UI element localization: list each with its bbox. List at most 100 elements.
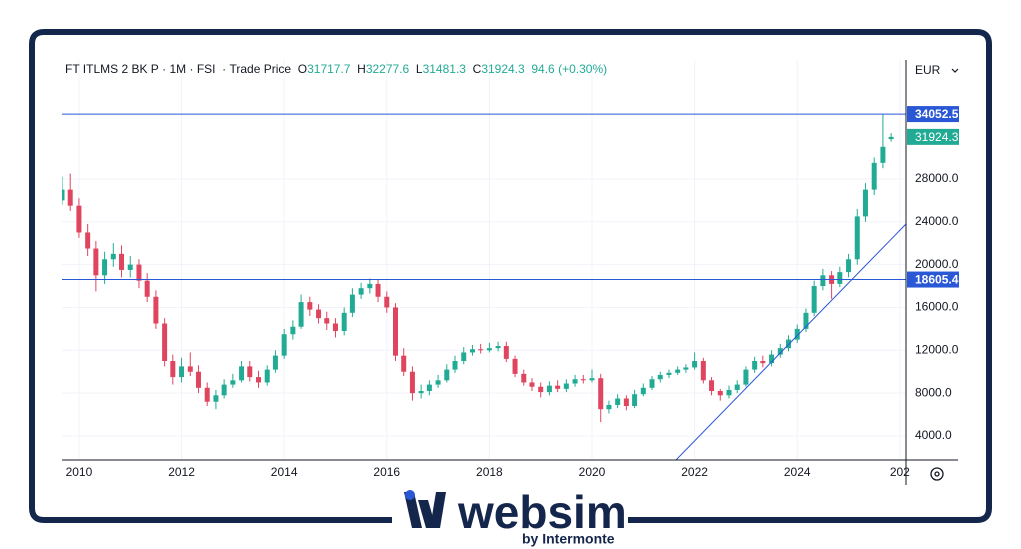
candle-body [811,286,817,313]
candle-body [692,361,698,368]
x-tick-label: 2022 [681,465,708,479]
candle-body [230,380,236,385]
candle-body [649,379,655,388]
candle-body [871,162,877,190]
candle-body [837,272,843,284]
candle-body [316,309,322,319]
candle-body [760,361,766,364]
candle-body [478,349,484,351]
candle-body [444,369,450,381]
price-label-box [907,106,959,123]
x-tick-label: 2010 [66,465,93,479]
x-tick-label: 2012 [168,465,195,479]
candle-body [538,386,544,393]
candle-body [247,366,253,378]
candle-body [85,232,91,249]
candle-body [162,323,168,362]
close-letter: C [472,62,482,76]
price-label: 34052.5 [915,107,959,121]
candle-body [375,283,381,297]
candle-body [632,394,638,407]
candle-body [221,384,227,396]
candle-body [179,366,185,378]
candle-body [709,380,715,392]
currency: EUR [915,63,941,77]
candle-body [144,280,150,297]
candle-body [726,389,732,396]
candle-body [598,378,604,410]
candle-body [239,366,245,381]
price-type: Trade Price [229,62,292,76]
candle-body [675,369,681,373]
candle-body [495,346,501,349]
candle-body [854,216,860,260]
logo-mark [404,490,446,528]
last-price-label: 31924.3 [915,130,959,144]
x-tick-label: 2020 [579,465,606,479]
candle-body [503,346,509,359]
candle-body [563,383,569,389]
x-tick-label: 2018 [476,465,503,479]
settings-icon-core [934,471,940,477]
candle-body [452,361,458,370]
candle-body [803,312,809,329]
candle-body [119,253,125,270]
y-tick-label: 28000.0 [915,171,959,185]
candle-body [204,387,210,402]
candle-body [153,296,159,324]
candle-body [409,371,415,394]
candle-body [341,312,347,332]
candle-body [426,384,432,392]
candle-body [324,318,330,324]
candle-body [888,136,894,140]
low-letter: L [415,62,423,76]
sep [409,62,416,76]
candle-body [794,328,800,340]
candle-body [580,379,586,381]
settings-icon[interactable] [930,467,944,481]
candle-body [572,379,578,384]
candle-body [461,352,467,362]
y-tick-label: 8000.0 [915,385,952,399]
frame [29,29,992,523]
axes: 4000.0 8000.0 12000.0 16000.0 20000.0 24000.0… [66,106,959,479]
candle-body [127,264,133,270]
candle-body [281,334,287,356]
candle-body [521,373,527,383]
candle-body [358,288,364,295]
candle-body [307,302,313,310]
candle-body [298,302,304,327]
candle-body [623,398,629,407]
low-value: 31481.3 [422,62,466,76]
sep: · [186,62,197,76]
candle-body [264,369,270,383]
candle-body [187,366,193,372]
candle-body [256,377,262,383]
candle-body [529,382,535,387]
candle-body [486,348,492,351]
price-label: 18605.4 [915,273,959,287]
candle-body [418,391,424,394]
high-value: 32277.6 [365,62,410,76]
candle-body [102,259,108,276]
plot [62,113,906,423]
high-letter: H [357,62,366,76]
candle-body [392,307,398,356]
candle-body [820,275,826,287]
candle-body [195,371,201,388]
candle-body [367,283,373,289]
sep: · [158,62,170,76]
candle-body [110,253,116,260]
candle-body [734,384,740,390]
candle-body [743,369,749,385]
trend-line [675,223,906,460]
candle-body [700,361,706,381]
candle-body [666,372,672,375]
candle-body [512,358,518,374]
currency-dropdown[interactable] [951,68,959,73]
candle-body [332,323,338,332]
candle-body [862,189,868,217]
candle-body [67,189,73,206]
candle-body [717,391,723,396]
